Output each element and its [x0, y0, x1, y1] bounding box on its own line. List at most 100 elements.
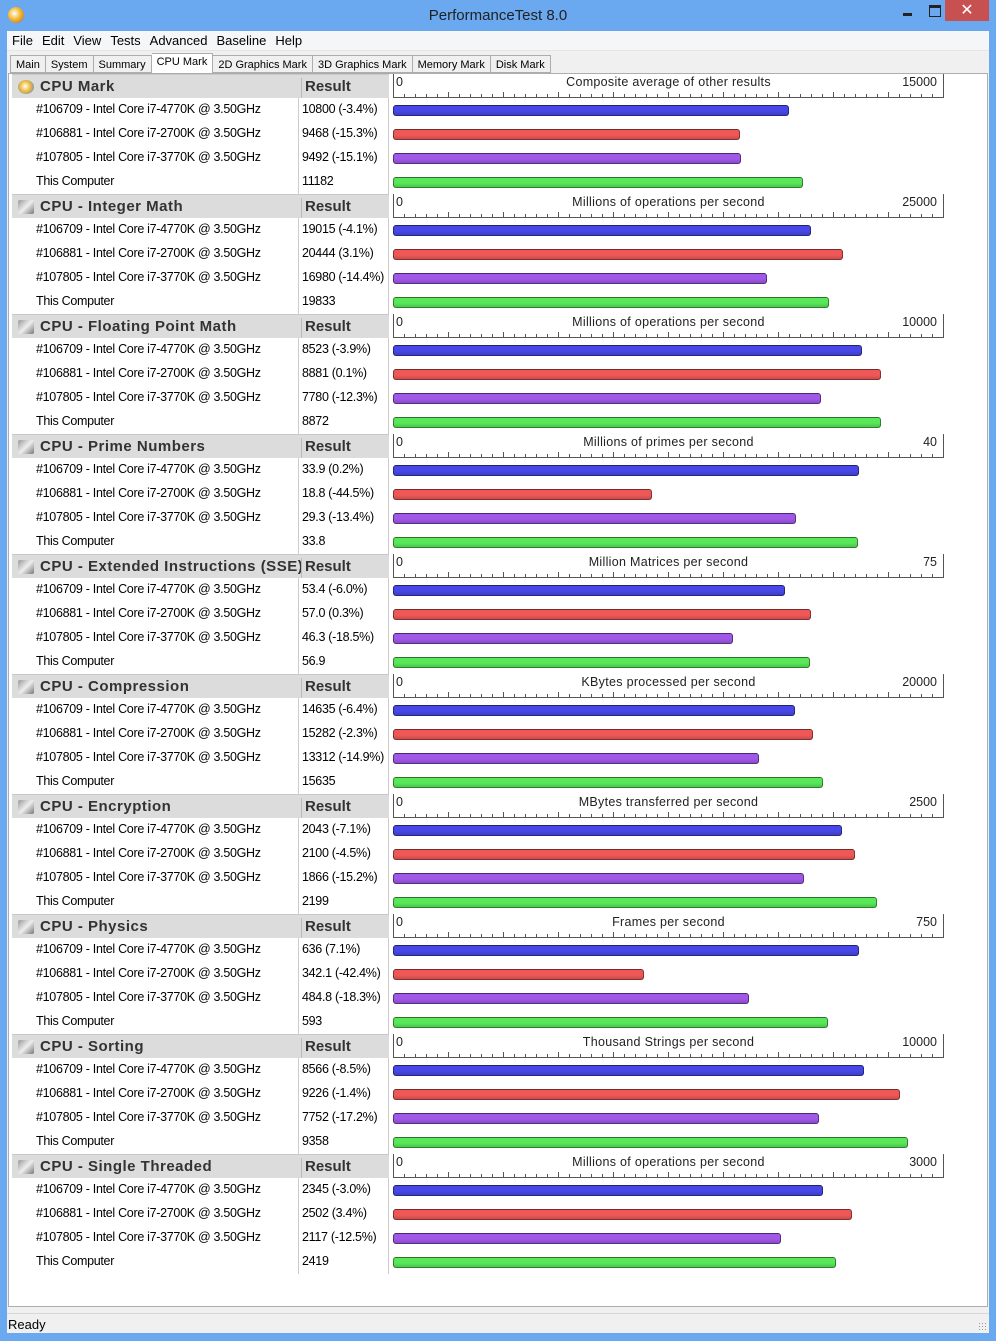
result-row[interactable]: #107805 - Intel Core i7-3770K @ 3.50GHz 9…	[12, 146, 389, 170]
result-row[interactable]: #106709 - Intel Core i7-4770K @ 3.50GHz 1…	[12, 98, 389, 122]
result-row[interactable]: #107805 - Intel Core i7-3770K @ 3.50GHz 4…	[12, 626, 389, 650]
tab-memory-mark[interactable]: Memory Mark	[412, 55, 491, 73]
axis-tick	[569, 934, 570, 937]
result-name: #107805 - Intel Core i7-3770K @ 3.50GHz	[36, 510, 261, 524]
axis-tick	[492, 934, 493, 937]
tab-cpu-mark[interactable]: CPU Mark	[151, 53, 214, 74]
result-row[interactable]: #106709 - Intel Core i7-4770K @ 3.50GHz 6…	[12, 938, 389, 962]
axis-tick	[778, 1052, 779, 1057]
menu-tests[interactable]: Tests	[110, 33, 141, 48]
tab-summary[interactable]: Summary	[93, 55, 152, 73]
result-row[interactable]: #107805 - Intel Core i7-3770K @ 3.50GHz 1…	[12, 746, 389, 770]
result-row[interactable]: This Computer 19833	[12, 290, 389, 314]
axis-tick	[657, 1174, 658, 1177]
axis-tick	[448, 572, 449, 577]
result-row[interactable]: #106881 - Intel Core i7-2700K @ 3.50GHz 2…	[12, 242, 389, 266]
result-bar	[393, 729, 813, 740]
menu-edit[interactable]: Edit	[41, 33, 65, 48]
axis-tick	[426, 1054, 427, 1057]
result-value: 13312 (-14.9%)	[298, 746, 389, 770]
result-row[interactable]: This Computer 33.8	[12, 530, 389, 554]
result-name: #106881 - Intel Core i7-2700K @ 3.50GHz	[36, 126, 261, 140]
section-title: CPU - Sorting	[40, 1038, 144, 1055]
axis-tick	[734, 694, 735, 697]
axis-tick	[888, 92, 889, 97]
axis-tick	[844, 1054, 845, 1057]
result-row[interactable]: #107805 - Intel Core i7-3770K @ 3.50GHz 7…	[12, 1106, 389, 1130]
result-row[interactable]: #106881 - Intel Core i7-2700K @ 3.50GHz 9…	[12, 1082, 389, 1106]
axis-tick	[855, 334, 856, 337]
result-value: 8872	[298, 410, 389, 434]
axis-tick	[415, 214, 416, 217]
result-row[interactable]: #106881 - Intel Core i7-2700K @ 3.50GHz 2…	[12, 842, 389, 866]
axis-tick	[921, 574, 922, 577]
tab-system[interactable]: System	[45, 55, 94, 73]
axis-tick	[723, 1052, 724, 1057]
app-icon[interactable]	[8, 7, 24, 23]
result-row[interactable]: This Computer 2419	[12, 1250, 389, 1274]
result-row[interactable]: #106881 - Intel Core i7-2700K @ 3.50GHz 9…	[12, 122, 389, 146]
axis-tick	[800, 934, 801, 937]
result-row[interactable]: This Computer 2199	[12, 890, 389, 914]
menu-file[interactable]: File	[12, 33, 33, 48]
result-value: 53.4 (-6.0%)	[298, 578, 389, 602]
axis-tick	[690, 934, 691, 937]
tab-disk-mark[interactable]: Disk Mark	[490, 55, 551, 73]
results-pane: CPU Mark Result 0 Composite average of othe…	[8, 73, 988, 1307]
gauge-icon	[18, 1040, 34, 1054]
menu-advanced[interactable]: Advanced	[149, 33, 208, 48]
result-value: 1866 (-15.2%)	[298, 866, 389, 890]
result-row[interactable]: #106709 - Intel Core i7-4770K @ 3.50GHz 3…	[12, 458, 389, 482]
result-row[interactable]: #106881 - Intel Core i7-2700K @ 3.50GHz 1…	[12, 722, 389, 746]
result-row[interactable]: #106709 - Intel Core i7-4770K @ 3.50GHz 8…	[12, 338, 389, 362]
result-row[interactable]: #106881 - Intel Core i7-2700K @ 3.50GHz 2…	[12, 1202, 389, 1226]
menu-help[interactable]: Help	[275, 33, 303, 48]
tab-2d-graphics-mark[interactable]: 2D Graphics Mark	[213, 55, 313, 73]
axis-tick	[591, 94, 592, 97]
menu-baseline[interactable]: Baseline	[216, 33, 267, 48]
result-row[interactable]: #106709 - Intel Core i7-4770K @ 3.50GHz 1…	[12, 698, 389, 722]
axis-min-label: 0	[396, 435, 403, 449]
result-row[interactable]: #106881 - Intel Core i7-2700K @ 3.50GHz 5…	[12, 602, 389, 626]
tab-main[interactable]: Main	[10, 55, 46, 73]
axis-tick	[910, 574, 911, 577]
axis-tick	[470, 334, 471, 337]
resize-grip-icon[interactable]	[978, 1322, 986, 1330]
result-row[interactable]: #106709 - Intel Core i7-4770K @ 3.50GHz 2…	[12, 1178, 389, 1202]
result-row[interactable]: #106881 - Intel Core i7-2700K @ 3.50GHz 3…	[12, 962, 389, 986]
result-name: This Computer	[36, 1254, 115, 1268]
result-row[interactable]: This Computer 56.9	[12, 650, 389, 674]
result-row[interactable]: #106881 - Intel Core i7-2700K @ 3.50GHz 1…	[12, 482, 389, 506]
result-row[interactable]: #106709 - Intel Core i7-4770K @ 3.50GHz 2…	[12, 818, 389, 842]
result-row[interactable]: #107805 - Intel Core i7-3770K @ 3.50GHz 1…	[12, 866, 389, 890]
result-row[interactable]: This Computer 15635	[12, 770, 389, 794]
axis-tick	[624, 1174, 625, 1177]
result-name: This Computer	[36, 1014, 115, 1028]
result-value: 33.9 (0.2%)	[298, 458, 389, 482]
result-row[interactable]: This Computer 593	[12, 1010, 389, 1034]
result-row[interactable]: #106709 - Intel Core i7-4770K @ 3.50GHz 5…	[12, 578, 389, 602]
axis-tick	[657, 94, 658, 97]
result-row[interactable]: This Computer 9358	[12, 1130, 389, 1154]
result-row[interactable]: #107805 - Intel Core i7-3770K @ 3.50GHz 1…	[12, 266, 389, 290]
result-bar	[393, 1209, 852, 1220]
result-row[interactable]: #107805 - Intel Core i7-3770K @ 3.50GHz 4…	[12, 986, 389, 1010]
maximize-button[interactable]	[922, 0, 948, 21]
result-row[interactable]: #107805 - Intel Core i7-3770K @ 3.50GHz 7…	[12, 386, 389, 410]
axis-tick	[547, 214, 548, 217]
axis-tick	[701, 814, 702, 817]
minimize-button[interactable]	[895, 0, 921, 21]
axis-tick	[767, 454, 768, 457]
result-row[interactable]: This Computer 8872	[12, 410, 389, 434]
axis-tick	[921, 1174, 922, 1177]
result-row[interactable]: #107805 - Intel Core i7-3770K @ 3.50GHz 2…	[12, 506, 389, 530]
menu-view[interactable]: View	[73, 33, 102, 48]
result-row[interactable]: #106709 - Intel Core i7-4770K @ 3.50GHz 1…	[12, 218, 389, 242]
result-row[interactable]: This Computer 11182	[12, 170, 389, 194]
axis-tick	[888, 332, 889, 337]
close-button[interactable]: ✕	[945, 0, 989, 21]
result-row[interactable]: #106709 - Intel Core i7-4770K @ 3.50GHz 8…	[12, 1058, 389, 1082]
result-row[interactable]: #107805 - Intel Core i7-3770K @ 3.50GHz 2…	[12, 1226, 389, 1250]
result-row[interactable]: #106881 - Intel Core i7-2700K @ 3.50GHz 8…	[12, 362, 389, 386]
tab-3d-graphics-mark[interactable]: 3D Graphics Mark	[312, 55, 413, 73]
